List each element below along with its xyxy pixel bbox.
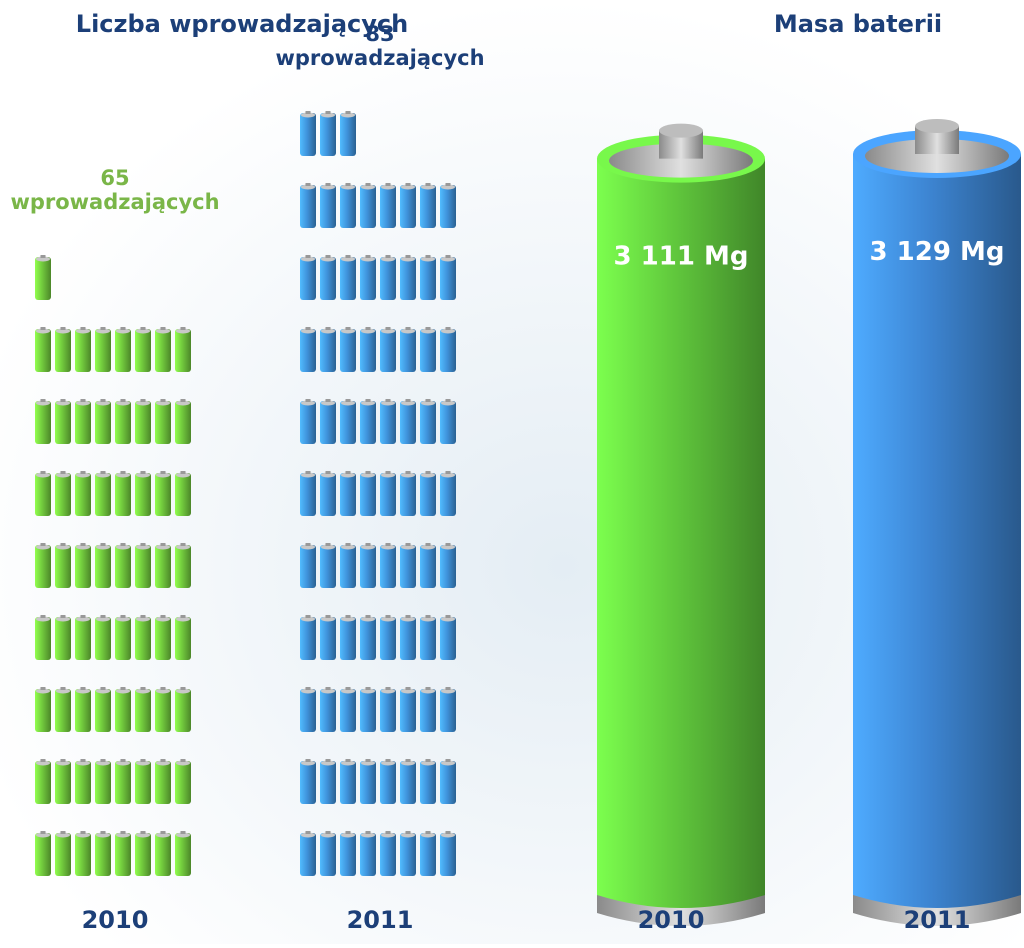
x-tick-label: 2010 (82, 906, 149, 934)
battery (853, 119, 1021, 926)
icon-group (35, 255, 191, 876)
value-label: 3 111 Mg (614, 242, 749, 272)
chart-title: Masa baterii (774, 10, 942, 38)
value-label: 65 wprowadzających (10, 166, 219, 214)
icon-group (300, 111, 456, 876)
chart-title: Liczba wprowadzających (76, 10, 408, 38)
x-tick-label: 2011 (904, 906, 971, 934)
x-tick-label: 2011 (347, 906, 414, 934)
value-label: 3 129 Mg (870, 237, 1005, 267)
x-tick-label: 2010 (638, 906, 705, 934)
battery (597, 123, 765, 926)
value-label: 83 wprowadzających (275, 22, 484, 70)
